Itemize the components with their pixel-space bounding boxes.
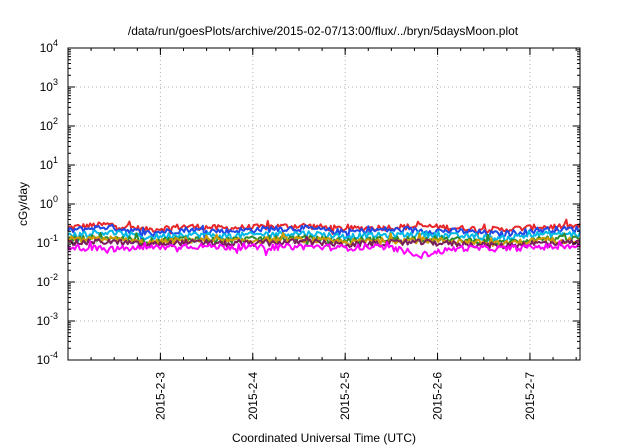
- y-tick-label: 101: [40, 155, 58, 172]
- y-tick-label: 100: [40, 194, 58, 211]
- x-tick-label: 2015-2-3: [153, 372, 167, 420]
- y-tick-label: 10-1: [37, 233, 58, 250]
- y-tick-labels: 104 103 102 101 100 10-1 10-2 10-3 10-4: [37, 38, 58, 367]
- series-line-5: [67, 232, 581, 248]
- grid-lines: [68, 48, 580, 360]
- series-line-3: [67, 229, 581, 244]
- series-line-6: [67, 235, 581, 250]
- y-tick-label: 103: [40, 77, 58, 94]
- x-tick-label: 2015-2-7: [523, 372, 537, 420]
- x-tick-label: 2015-2-4: [246, 372, 260, 420]
- series-line-2: [67, 223, 581, 242]
- y-tick-label: 10-3: [37, 311, 58, 328]
- data-series: [67, 218, 581, 260]
- axis-ticks: [67, 47, 580, 361]
- x-tick-label: 2015-2-5: [338, 372, 352, 420]
- series-line-7: [67, 240, 581, 260]
- y-tick-label: 104: [40, 38, 58, 55]
- y-tick-label: 10-2: [37, 272, 58, 289]
- x-tick-labels: 2015-2-3 2015-2-4 2015-2-5 2015-2-6 2015-2-7: [153, 372, 537, 420]
- y-axis-label: cGy/day: [16, 182, 30, 226]
- chart-title: /data/run/goesPlots/archive/2015-02-07/1…: [128, 24, 519, 38]
- x-tick-label: 2015-2-6: [431, 372, 445, 420]
- y-tick-label: 10-4: [37, 350, 58, 367]
- y-tick-label: 102: [40, 116, 58, 133]
- x-axis-label: Coordinated Universal Time (UTC): [232, 431, 416, 445]
